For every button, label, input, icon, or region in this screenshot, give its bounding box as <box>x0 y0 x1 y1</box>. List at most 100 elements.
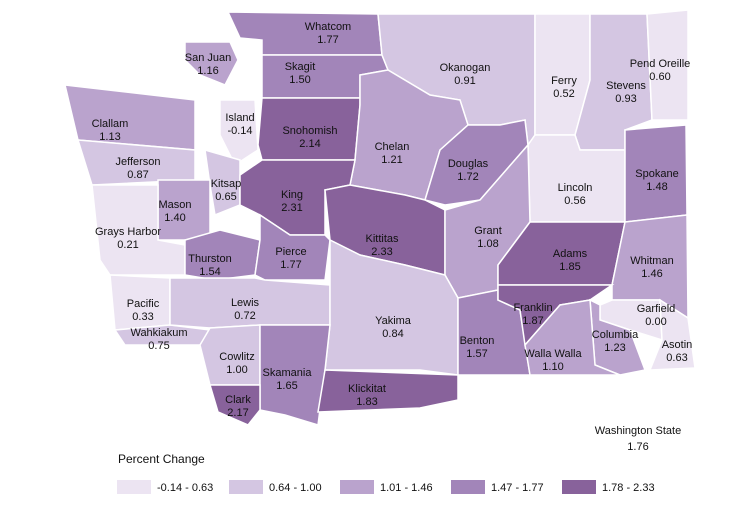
county-name: Lewis <box>231 297 260 309</box>
county-value: 1.83 <box>356 396 377 408</box>
county <box>208 384 261 426</box>
county-name: Island <box>225 112 254 124</box>
county-value: 0.56 <box>564 195 585 207</box>
county-name: Pacific <box>127 298 160 310</box>
county-name: Spokane <box>635 168 678 180</box>
county-name: Chelan <box>375 141 410 153</box>
county-name: Cowlitz <box>219 351 254 363</box>
county-value: 1.46 <box>641 268 662 280</box>
county-name: Okanogan <box>440 62 491 74</box>
county-value: 0.52 <box>553 88 574 100</box>
county-value: 1.16 <box>197 65 218 77</box>
county-value: 0.65 <box>215 191 236 203</box>
county-name: Whatcom <box>305 21 351 33</box>
county-value: 1.50 <box>289 74 310 86</box>
county-value: 1.40 <box>164 212 185 224</box>
legend-label: 1.78 - 2.33 <box>602 482 655 494</box>
county-value: 1.85 <box>559 261 580 273</box>
county <box>317 369 459 413</box>
county-name: Yakima <box>375 315 412 327</box>
county-value: 0.93 <box>615 93 636 105</box>
legend-swatch <box>562 480 596 494</box>
county-name: Pend Oreille <box>630 58 691 70</box>
county-value: 1.00 <box>226 364 247 376</box>
county-name: Clallam <box>92 118 129 130</box>
county-value: 1.48 <box>646 181 667 193</box>
county-name: Whitman <box>630 255 673 267</box>
county-value: 1.72 <box>457 171 478 183</box>
county-value: 0.33 <box>132 311 153 323</box>
county-name: Lincoln <box>558 182 593 194</box>
county-name: Garfield <box>637 303 676 315</box>
county-value: 1.54 <box>199 266 220 278</box>
county-value: 1.77 <box>280 259 301 271</box>
county-name: Columbia <box>592 329 639 341</box>
county-name: Grant <box>474 225 502 237</box>
county-name: Douglas <box>448 158 489 170</box>
county-name: Klickitat <box>348 383 386 395</box>
legend-label: 1.47 - 1.77 <box>491 482 544 494</box>
county-name: Snohomish <box>282 125 337 137</box>
county-value: 0.87 <box>127 169 148 181</box>
county-name: Stevens <box>606 80 646 92</box>
county-value: 1.13 <box>99 131 120 143</box>
county-name: Jefferson <box>115 156 160 168</box>
county-value: 1.87 <box>522 315 543 327</box>
county-name: Kittitas <box>365 233 399 245</box>
legend-title: Percent Change <box>118 452 205 466</box>
county-name: Walla Walla <box>524 348 582 360</box>
county <box>646 9 689 121</box>
county <box>219 99 259 167</box>
county-value: 1.65 <box>276 380 297 392</box>
county-name: Thurston <box>188 253 231 265</box>
legend-label: -0.14 - 0.63 <box>157 482 213 494</box>
county-name: Asotin <box>662 339 693 351</box>
county-value: 1.08 <box>477 238 498 250</box>
county-value: 1.10 <box>542 361 563 373</box>
county-value: 0.72 <box>234 310 255 322</box>
county-name: Adams <box>553 248 588 260</box>
county-name: San Juan <box>185 52 231 64</box>
state-value: 1.76 <box>627 441 648 453</box>
county-name: Kitsap <box>211 178 242 190</box>
county-name: King <box>281 189 303 201</box>
county-value: 0.21 <box>117 239 138 251</box>
county-value: -0.14 <box>227 125 252 137</box>
legend: -0.14 - 0.63 0.64 - 1.00 1.01 - 1.46 1.47 -… <box>117 480 655 494</box>
county-value: 2.14 <box>299 138 320 150</box>
county-name: Skamania <box>263 367 313 379</box>
county-shapes <box>64 9 696 426</box>
county-value: 1.21 <box>381 154 402 166</box>
county <box>524 299 621 376</box>
county-name: Mason <box>158 199 191 211</box>
legend-label: 1.01 - 1.46 <box>380 482 433 494</box>
county-value: 0.63 <box>666 352 687 364</box>
county <box>648 298 696 371</box>
county-value: 1.57 <box>466 348 487 360</box>
state-name: Washington State <box>595 425 681 437</box>
county-value: 0.75 <box>148 340 169 352</box>
legend-swatch <box>451 480 485 494</box>
legend-swatch <box>117 480 151 494</box>
county-value: 1.23 <box>604 342 625 354</box>
county-value: 0.91 <box>454 75 475 87</box>
county-name: Ferry <box>551 75 577 87</box>
county-name: Benton <box>460 335 495 347</box>
county-value: 1.77 <box>317 34 338 46</box>
county-name: Clark <box>225 394 251 406</box>
county <box>204 148 241 217</box>
legend-swatch <box>340 480 374 494</box>
county <box>254 213 331 281</box>
county-name: Skagit <box>285 61 316 73</box>
legend-swatch <box>229 480 263 494</box>
county-value: 2.33 <box>371 246 392 258</box>
county-value: 0.60 <box>649 71 670 83</box>
county <box>226 11 383 56</box>
county-name: Pierce <box>275 246 306 258</box>
county-name: Wahkiakum <box>130 327 187 339</box>
county-value: 2.31 <box>281 202 302 214</box>
county-name: Grays Harbor <box>95 226 161 238</box>
county <box>184 41 239 86</box>
